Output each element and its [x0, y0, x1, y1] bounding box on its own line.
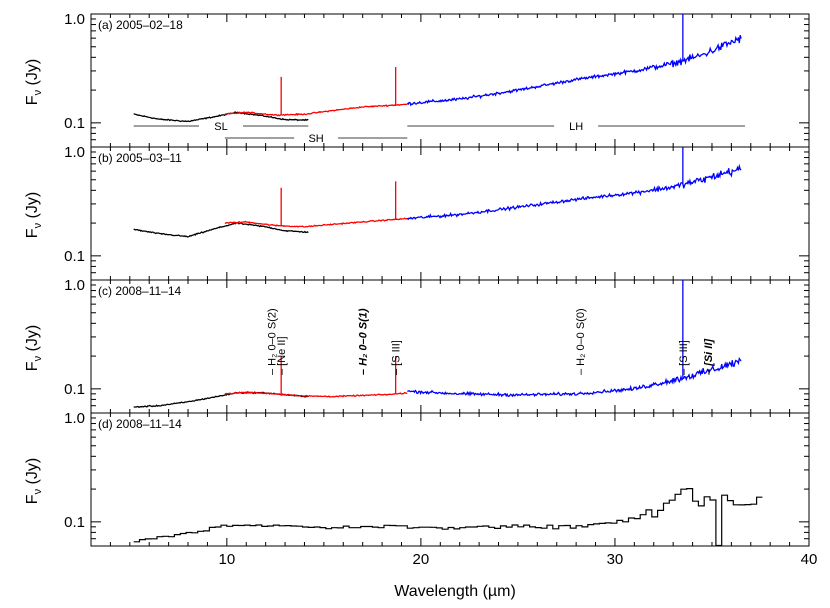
y-tick-label: 0.1 [64, 248, 85, 265]
series-sl [133, 111, 309, 123]
y-tick-label: 0.1 [64, 514, 85, 531]
panel-label: (b) 2005–03–11 [98, 151, 182, 165]
panel-label: (a) 2005–02–18 [98, 18, 183, 32]
panel-b: 0.1 1.0 Fν (Jy) (b) 2005–03–11 [24, 144, 810, 281]
plot-frame [90, 412, 810, 547]
x-tick-label: 30 [607, 551, 624, 568]
panel-a: 0.1 1.0 Fν (Jy) (a) 2005–02–18 SL SH LH [24, 11, 810, 148]
series-sh [224, 390, 408, 398]
line-annotation: – [Si II] [703, 339, 715, 375]
series-sl [133, 221, 309, 238]
y-tick-label: 0.1 [64, 381, 85, 398]
y-tick-label: 0.1 [64, 115, 85, 132]
panel-label: (d) 2008–11–14 [98, 417, 182, 431]
module-range-label: SL [214, 121, 227, 133]
y-tick-label: 1.0 [64, 144, 85, 161]
series-lh [406, 163, 742, 221]
module-range-label: SH [308, 133, 323, 145]
x-tick-label: 10 [218, 551, 235, 568]
series-rebinned [133, 488, 763, 546]
module-range-label: LH [569, 121, 583, 133]
line-annotation: – H₂ 0–0 S(2) [266, 308, 278, 375]
x-axis-label: Wavelength (µm) [394, 583, 516, 600]
plot-frame [90, 13, 810, 148]
x-tick-label: 20 [413, 551, 430, 568]
line-annotation: – [S III] [391, 340, 403, 375]
y-tick-label: 1.0 [64, 277, 85, 294]
series-lh [406, 35, 742, 107]
series-lh [407, 356, 742, 398]
panel-d: 0.1 1.0 10 20 30 40 Fν (Jy) (d) 2008–11–14 [24, 410, 817, 568]
series-sh [224, 217, 408, 228]
y-axis-label: Fν (Jy) [24, 458, 44, 504]
panel-label: (c) 2008–11–14 [98, 284, 182, 298]
x-tick-label: 40 [801, 551, 818, 568]
line-annotation: – H₂ 0–0 S(1) [358, 308, 370, 375]
y-tick-label: 1.0 [64, 11, 85, 28]
y-tick-label: 1.0 [64, 410, 85, 427]
y-axis-label: Fν (Jy) [24, 192, 44, 238]
line-annotation: – [Ne II] [276, 336, 288, 375]
series-sh [224, 103, 408, 117]
line-annotation: – H₂ 0–0 S(0) [575, 308, 587, 375]
y-axis-label: Fν (Jy) [24, 325, 44, 371]
line-annotation: – [S III] [678, 340, 690, 375]
y-axis-label: Fν (Jy) [24, 59, 44, 105]
panel-c: 0.1 1.0 Fν (Jy) (c) 2008–11–14 – H₂ 0–0 S(2)… [24, 277, 810, 414]
